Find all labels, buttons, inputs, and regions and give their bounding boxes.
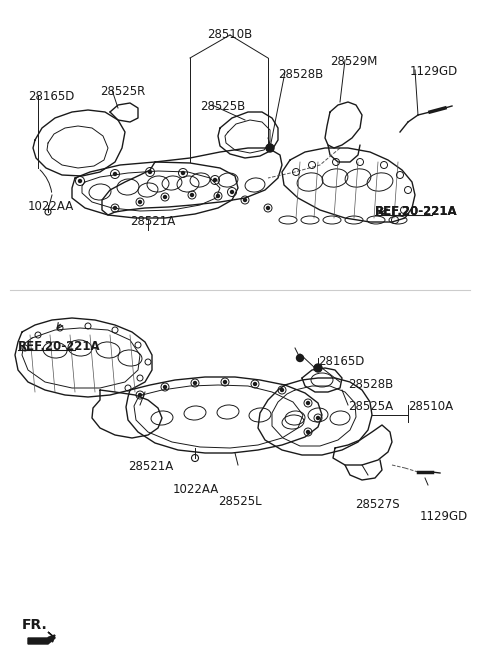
Circle shape (191, 193, 193, 197)
Circle shape (79, 179, 82, 183)
Text: 28510A: 28510A (408, 400, 453, 413)
Circle shape (216, 195, 219, 197)
Circle shape (139, 201, 142, 203)
Text: 28529M: 28529M (330, 55, 377, 68)
Text: 1022AA: 1022AA (28, 200, 74, 213)
Circle shape (214, 179, 216, 181)
Text: REF.20-221A: REF.20-221A (375, 205, 457, 218)
Text: 28521A: 28521A (130, 215, 175, 228)
Circle shape (266, 207, 269, 209)
Circle shape (148, 171, 152, 173)
Polygon shape (28, 632, 55, 644)
Circle shape (181, 171, 184, 175)
Text: 28165D: 28165D (28, 90, 74, 103)
Circle shape (113, 173, 117, 175)
Text: FR.: FR. (22, 618, 48, 632)
Text: 28165D: 28165D (318, 355, 364, 368)
Circle shape (307, 402, 310, 404)
Circle shape (307, 430, 310, 434)
Text: 28525A: 28525A (348, 400, 393, 413)
Text: 1129GD: 1129GD (410, 65, 458, 78)
Circle shape (224, 380, 227, 384)
Circle shape (230, 191, 233, 193)
Circle shape (164, 195, 167, 199)
Text: 1129GD: 1129GD (420, 510, 468, 523)
Text: REF.20-221A: REF.20-221A (375, 205, 457, 218)
Text: 28525R: 28525R (100, 85, 145, 98)
Text: 28528B: 28528B (278, 68, 323, 81)
Circle shape (280, 388, 284, 392)
Text: 1022AA: 1022AA (173, 483, 219, 496)
Circle shape (243, 199, 247, 201)
Circle shape (193, 382, 196, 384)
Text: 28528B: 28528B (348, 378, 393, 391)
Text: 28525L: 28525L (218, 495, 262, 508)
Circle shape (316, 416, 320, 420)
Circle shape (253, 382, 256, 386)
Circle shape (113, 207, 117, 209)
Text: 28527S: 28527S (355, 498, 400, 511)
Text: 28510B: 28510B (207, 28, 252, 41)
Circle shape (314, 364, 322, 372)
Circle shape (297, 354, 303, 362)
Text: REF.20-221A: REF.20-221A (18, 340, 101, 353)
Text: 28521A: 28521A (128, 460, 173, 473)
Circle shape (139, 394, 142, 396)
Circle shape (164, 386, 167, 388)
Text: 28525B: 28525B (200, 100, 245, 113)
Circle shape (266, 144, 274, 152)
